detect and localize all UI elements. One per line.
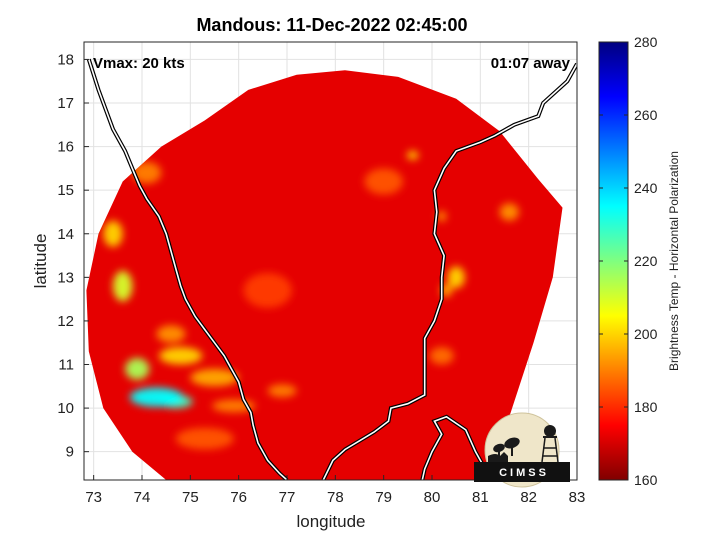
cold-feature (243, 273, 292, 308)
x-tick-label: 83 (569, 489, 586, 506)
colorbar-tick-label: 260 (634, 107, 658, 123)
cold-feature (406, 150, 419, 160)
x-axis-label: longitude (296, 512, 365, 531)
y-axis-label: latitude (31, 234, 50, 289)
x-tick-label: 79 (375, 489, 392, 506)
cold-feature (447, 266, 465, 289)
x-tick-label: 76 (230, 489, 247, 506)
colorbar-tick-label: 240 (634, 180, 658, 196)
cold-feature (429, 347, 454, 365)
coastline-west-inner (88, 59, 288, 480)
x-tick-label: 74 (134, 489, 151, 506)
x-tick-label: 78 (327, 489, 344, 506)
y-tick-label: 15 (57, 182, 74, 199)
coastline-srilanka-inner (421, 415, 494, 480)
colorbar (598, 41, 629, 481)
cold-feature (125, 358, 150, 380)
cold-feature (190, 368, 239, 387)
vmax-annotation: Vmax: 20 kts (93, 55, 185, 72)
cold-feature (156, 325, 186, 343)
y-tick-label: 11 (58, 357, 74, 374)
colorbar-tick-label: 220 (634, 253, 658, 269)
colorbar-label: Brightness Temp - Horizontal Polarizatio… (667, 151, 681, 371)
colorbar-tick-label: 160 (634, 472, 658, 488)
time-away-annotation: 01:07 away (491, 55, 571, 72)
x-tick-label: 75 (182, 489, 199, 506)
y-tick-label: 13 (57, 269, 74, 286)
y-tick-label: 14 (57, 226, 74, 243)
y-tick-label: 10 (57, 400, 74, 417)
cold-feature (103, 220, 123, 247)
plot-frame (83, 41, 578, 481)
coastline-east-inner (322, 63, 577, 480)
cimss-logo: CIMSS (474, 412, 570, 488)
cold-feature (499, 203, 519, 221)
y-axis-ticks: 9 10 11 12 13 14 15 16 17 18 (57, 51, 89, 461)
cimss-logo-text: CIMSS (499, 467, 549, 479)
x-axis-ticks: 73 74 75 76 77 78 79 80 81 82 83 (85, 475, 585, 506)
y-tick-label: 18 (57, 51, 74, 68)
x-tick-label: 81 (472, 489, 489, 506)
cold-feature (113, 270, 133, 302)
colorbar-ticks: 160 180 200 220 240 260 280 (599, 34, 658, 488)
y-tick-label: 9 (66, 444, 74, 461)
cold-feature (159, 347, 203, 365)
colorbar-tick-label: 200 (634, 326, 658, 342)
y-tick-label: 12 (57, 313, 74, 330)
cold-feature-layer (103, 150, 519, 450)
cold-feature (436, 211, 447, 222)
colorbar-tick-label: 180 (634, 399, 658, 415)
cold-feature (364, 168, 404, 195)
x-tick-label: 80 (424, 489, 441, 506)
y-tick-label: 17 (57, 95, 74, 112)
cold-feature (267, 384, 297, 398)
x-tick-label: 73 (85, 489, 102, 506)
cold-feature (129, 387, 184, 407)
colorbar-tick-label: 280 (634, 34, 658, 50)
chart-title: Mandous: 11-Dec-2022 02:45:00 (196, 15, 467, 35)
x-tick-label: 77 (279, 489, 296, 506)
cold-feature (175, 427, 234, 450)
cold-feature (132, 161, 162, 184)
x-tick-label: 82 (520, 489, 537, 506)
y-tick-label: 16 (57, 139, 74, 156)
